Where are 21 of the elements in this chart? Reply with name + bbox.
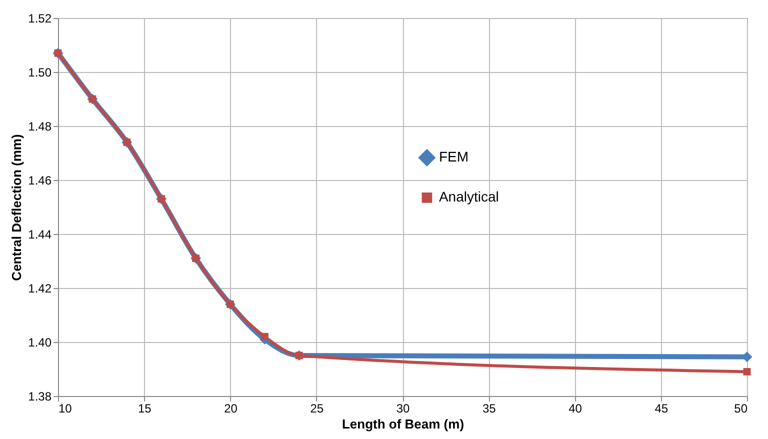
x-axis-title: Length of Beam (m) (342, 416, 464, 432)
x-tick-label: 45 (654, 402, 668, 416)
y-tick-label: 1.50 (28, 66, 52, 80)
x-tick-label: 30 (396, 402, 410, 416)
x-tick-label: 50 (734, 402, 748, 416)
y-tick-label: 1.38 (28, 390, 52, 404)
x-tick-label: 15 (138, 402, 152, 416)
x-tick-label: 10 (58, 402, 72, 416)
x-tick-label: 20 (224, 402, 238, 416)
y-tick-label: 1.52 (28, 12, 52, 26)
legend-label: FEM (438, 148, 469, 165)
y-tick-label: 1.48 (28, 120, 52, 134)
x-tick-label: 25 (310, 402, 324, 416)
x-tick-label: 35 (482, 402, 496, 416)
y-tick-label: 1.46 (28, 174, 52, 188)
y-tick-label: 1.40 (28, 336, 52, 350)
y-tick-label: 1.42 (28, 282, 52, 296)
legend-label: Analytical (438, 188, 499, 205)
x-tick-label: 40 (568, 402, 582, 416)
y-tick-label: 1.44 (28, 228, 52, 242)
y-axis-title: Central Deflection (mm) (9, 134, 24, 281)
